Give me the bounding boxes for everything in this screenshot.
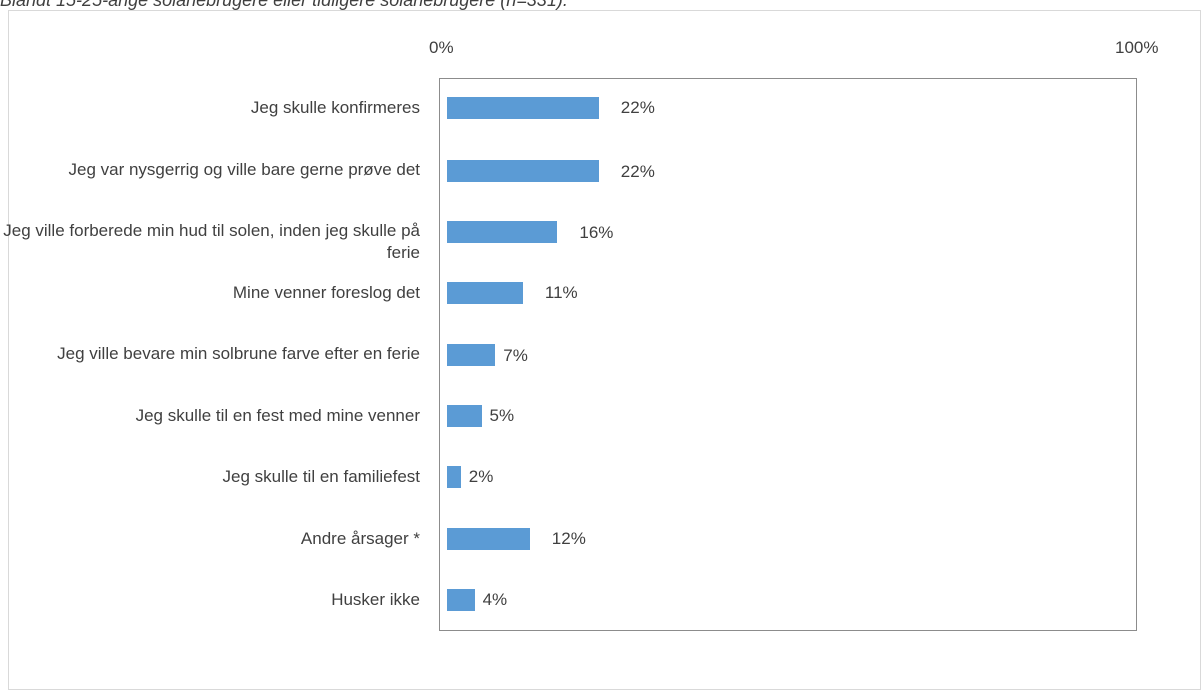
category-label: Husker ikke [0, 589, 420, 611]
data-label: 7% [503, 346, 528, 366]
category-label: Jeg ville bevare min solbrune farve efte… [0, 343, 420, 365]
data-label: 16% [579, 223, 613, 243]
category-label: Mine venner foreslog det [0, 282, 420, 304]
category-label: Jeg var nysgerrig og ville bare gerne pr… [0, 159, 420, 181]
data-label: 22% [621, 162, 655, 182]
bar [447, 97, 599, 119]
category-label: Jeg skulle til en familiefest [0, 466, 420, 488]
bar [447, 466, 461, 488]
data-label: 11% [545, 283, 578, 303]
bar [447, 344, 495, 366]
category-label: Jeg ville forberede min hud til solen, i… [0, 220, 420, 264]
bar [447, 282, 523, 304]
bar [447, 405, 482, 427]
data-label: 5% [490, 406, 515, 426]
x-tick-label-1: 100% [1115, 38, 1158, 58]
data-label: 2% [469, 467, 494, 487]
category-label: Andre årsager * [0, 528, 420, 550]
data-label: 4% [483, 590, 508, 610]
bar [447, 160, 599, 182]
bar [447, 221, 557, 243]
data-label: 12% [552, 529, 586, 549]
category-label: Jeg skulle konfirmeres [0, 97, 420, 119]
x-tick-label-0: 0% [429, 38, 454, 58]
data-label: 22% [621, 98, 655, 118]
bar [447, 528, 530, 550]
category-label: Jeg skulle til en fest med mine venner [0, 405, 420, 427]
bar [447, 589, 475, 611]
